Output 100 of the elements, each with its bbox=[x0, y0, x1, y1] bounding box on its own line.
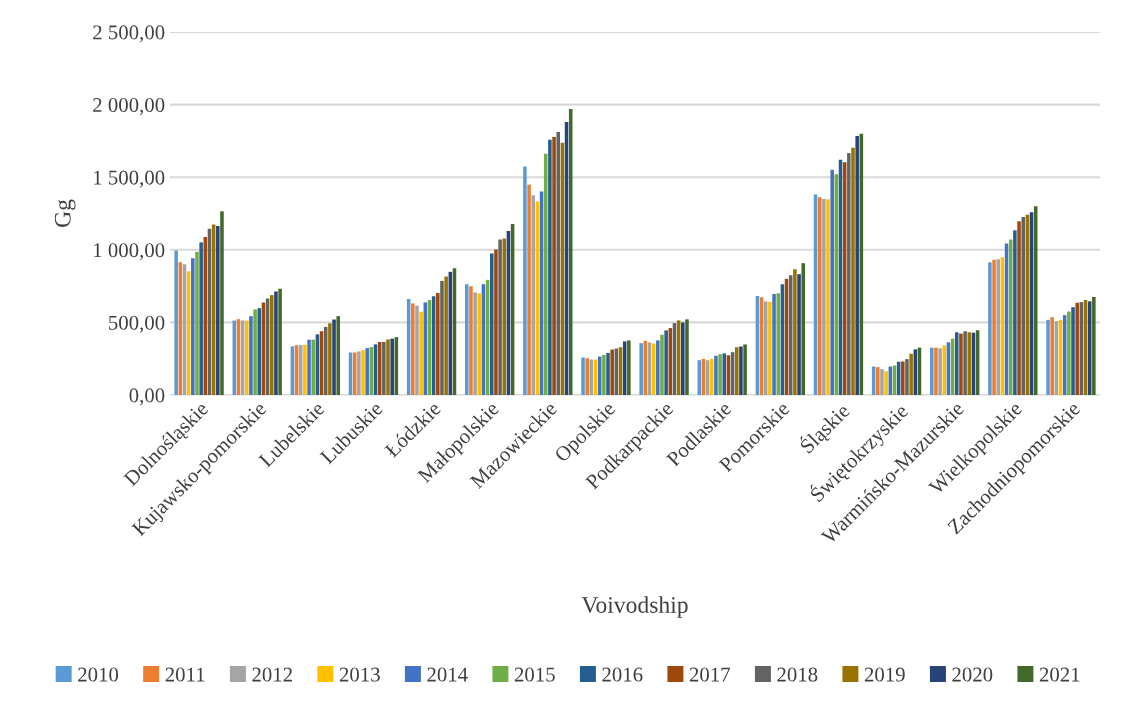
y-tick-label: 1 500,00 bbox=[94, 170, 165, 188]
bar bbox=[527, 184, 531, 395]
bar bbox=[772, 293, 776, 395]
bar bbox=[776, 293, 780, 395]
bar bbox=[332, 319, 336, 395]
bar bbox=[822, 198, 826, 395]
bar bbox=[440, 280, 444, 395]
y-tick-label: 1 000,00 bbox=[94, 243, 165, 261]
bar bbox=[876, 367, 880, 395]
bar bbox=[415, 305, 419, 395]
bar bbox=[988, 262, 992, 395]
bar bbox=[996, 259, 1000, 395]
bar bbox=[1071, 307, 1075, 395]
bar bbox=[930, 347, 934, 395]
bar bbox=[465, 284, 469, 395]
bar bbox=[963, 331, 967, 395]
bar bbox=[257, 308, 262, 395]
bar bbox=[1050, 317, 1054, 395]
bar bbox=[490, 253, 494, 395]
bar bbox=[627, 340, 631, 395]
bar bbox=[386, 339, 390, 395]
bar bbox=[361, 350, 365, 395]
legend-label: 2010 bbox=[78, 667, 119, 682]
bar bbox=[830, 169, 834, 395]
bar bbox=[444, 276, 448, 395]
bar bbox=[967, 332, 972, 395]
bar bbox=[602, 354, 606, 395]
bar bbox=[685, 319, 689, 395]
bar bbox=[311, 339, 315, 395]
bar bbox=[763, 301, 768, 395]
bar bbox=[328, 323, 332, 395]
bar bbox=[739, 346, 743, 395]
legend-label: 2012 bbox=[252, 667, 292, 682]
bar bbox=[735, 347, 739, 395]
bar bbox=[1017, 221, 1021, 395]
bar bbox=[768, 301, 772, 395]
bar bbox=[548, 139, 552, 395]
bar bbox=[365, 348, 369, 395]
bar bbox=[245, 320, 249, 395]
bar bbox=[718, 354, 722, 395]
bar bbox=[826, 199, 830, 395]
bar bbox=[382, 342, 386, 395]
bar bbox=[552, 137, 556, 395]
bar bbox=[436, 292, 440, 395]
legend-label: 2019 bbox=[864, 667, 905, 682]
bar bbox=[722, 353, 727, 395]
y-tick-label: 2 000,00 bbox=[93, 97, 165, 116]
legend-label: 2017 bbox=[689, 667, 731, 682]
bar bbox=[1013, 230, 1017, 395]
bar bbox=[473, 292, 477, 395]
bar bbox=[307, 339, 311, 395]
bar bbox=[884, 371, 888, 395]
bar bbox=[498, 239, 502, 395]
legend-label: 2020 bbox=[952, 667, 993, 682]
bar bbox=[1067, 311, 1071, 395]
bar bbox=[1092, 296, 1096, 395]
bar bbox=[531, 195, 535, 395]
y-tick-label: 500,00 bbox=[109, 315, 165, 333]
bar bbox=[880, 369, 884, 395]
bar bbox=[216, 225, 220, 395]
bar bbox=[543, 153, 548, 395]
bar bbox=[901, 361, 905, 395]
bar bbox=[502, 238, 507, 395]
bar bbox=[411, 303, 415, 395]
bar bbox=[1075, 302, 1079, 395]
legend-label: 2018 bbox=[777, 667, 818, 682]
bar bbox=[1021, 216, 1025, 395]
bar bbox=[303, 344, 307, 395]
bar bbox=[639, 343, 643, 395]
bar bbox=[909, 353, 913, 395]
bar bbox=[681, 322, 685, 395]
bar bbox=[278, 288, 282, 395]
bar bbox=[270, 295, 274, 395]
y-tick-label: 2 500,00 bbox=[93, 25, 165, 43]
bar bbox=[855, 136, 859, 395]
bar bbox=[274, 291, 278, 395]
legend-label: 2011 bbox=[165, 667, 205, 682]
bar bbox=[847, 153, 851, 395]
bar bbox=[934, 347, 938, 395]
bar bbox=[585, 358, 589, 395]
bar bbox=[905, 359, 909, 395]
bar bbox=[357, 351, 361, 395]
bar bbox=[801, 263, 805, 395]
bar bbox=[390, 338, 394, 395]
bar bbox=[1046, 319, 1050, 395]
legend-label: 2021 bbox=[1039, 667, 1080, 682]
bar bbox=[743, 344, 747, 395]
bar bbox=[992, 259, 996, 395]
bar bbox=[938, 348, 942, 395]
bar bbox=[959, 333, 963, 395]
bar bbox=[195, 251, 199, 395]
bar bbox=[298, 345, 303, 395]
legend-label: 2016 bbox=[602, 667, 643, 682]
bar bbox=[664, 330, 668, 395]
bar bbox=[220, 211, 224, 395]
bar bbox=[606, 352, 610, 395]
legend-label: 2015 bbox=[514, 667, 555, 682]
y-tick-label: 0,00 bbox=[129, 388, 165, 406]
bar bbox=[523, 166, 527, 395]
bar bbox=[610, 349, 614, 395]
